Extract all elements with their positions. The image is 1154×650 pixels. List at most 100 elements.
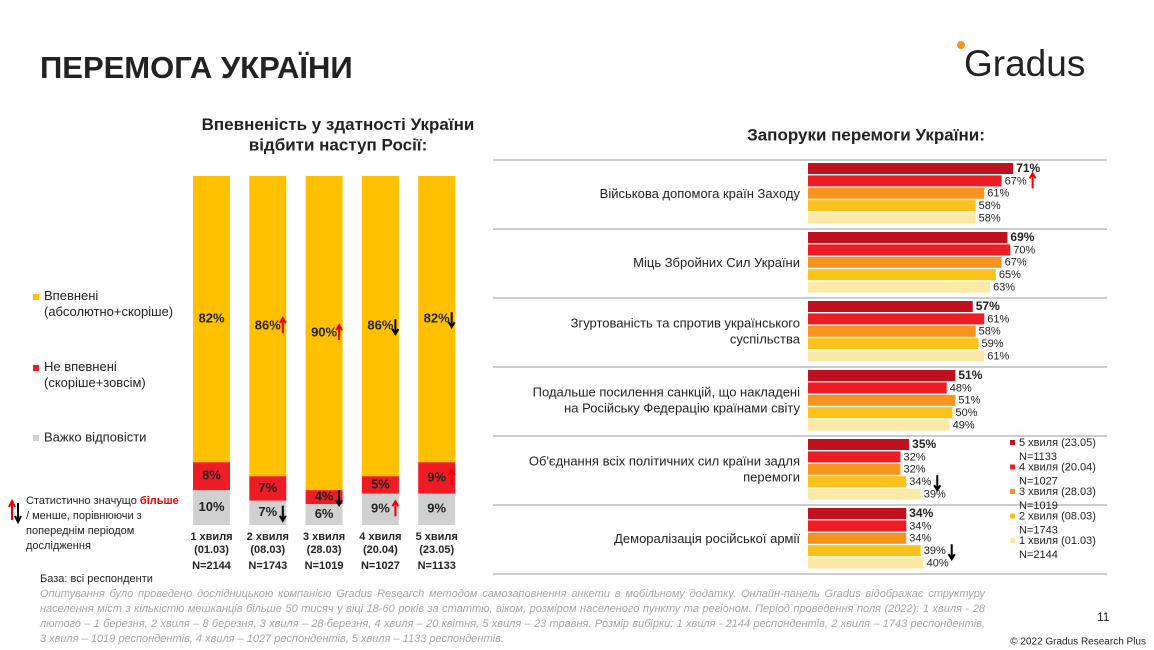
category-label: Об'єднання всіх політичних сил країни за… [529, 454, 800, 485]
legend-swatch [33, 435, 39, 441]
value-label: 61% [987, 188, 1009, 200]
legend-swatch [1010, 513, 1015, 519]
trend-arrow [335, 323, 343, 341]
x-tick-label: 3 хвиля (28.03) [303, 531, 345, 556]
bar [808, 350, 985, 362]
value-label: 58% [979, 200, 1001, 212]
legend-sample: N=1019 [1019, 500, 1058, 512]
bar-segment [361, 476, 399, 494]
bar [808, 175, 1002, 187]
note-up-arrow [8, 498, 16, 520]
legend-sample: N=1743 [1019, 524, 1058, 536]
value-label: 49% [953, 420, 975, 432]
bar-segment [305, 176, 343, 491]
value-label: 7% [258, 480, 277, 495]
bar [808, 463, 901, 475]
bar [808, 545, 921, 557]
bar [808, 269, 996, 281]
bar-segment [361, 493, 399, 525]
category-label: Військова допомога країн Заходу [600, 186, 801, 201]
value-label: 67% [1005, 257, 1027, 269]
value-label: 6% [315, 506, 334, 521]
base-note: База: всі респонденти [40, 573, 153, 585]
bar [808, 419, 950, 431]
bar-segment [418, 462, 456, 494]
bar [808, 451, 901, 463]
logo: Gradus [964, 43, 1085, 84]
bar [808, 200, 976, 212]
legend-label: 3 хвиля (28.03) [1019, 486, 1096, 498]
legend-swatch [33, 294, 39, 300]
bar-segment [418, 493, 456, 525]
bar [808, 338, 979, 350]
page-number: 11 [1097, 610, 1110, 624]
bar-segment [249, 476, 287, 501]
value-label: 61% [987, 313, 1009, 325]
bar-segment [305, 504, 343, 525]
bar [808, 407, 953, 419]
legend-label: Не впевнені (скоріше+зовсім) [44, 360, 146, 391]
value-label: 61% [987, 351, 1009, 363]
note-text: / менше, порівнюючи з попереднім періодо… [26, 510, 142, 552]
value-label: 35% [912, 437, 936, 451]
bar [808, 488, 921, 500]
legend-swatch [1010, 489, 1015, 494]
bar [808, 439, 910, 450]
value-label: 58% [979, 213, 1001, 225]
value-label: 51% [958, 368, 982, 382]
legend-label: Впевнені (абсолютно+скоріше) [44, 289, 173, 320]
trend-arrow [447, 312, 456, 330]
slide-title: ПЕРЕМОГА УКРАЇНИ [40, 50, 353, 85]
sample-size: N=1027 [361, 560, 400, 572]
trend-arrow [447, 467, 456, 485]
category-label: Міць Збройних Сил України [633, 255, 800, 270]
value-label: 65% [999, 269, 1021, 281]
value-label: 40% [927, 558, 949, 570]
trend-arrow [278, 316, 287, 334]
legend-label: 5 хвиля (23.05) [1019, 437, 1096, 449]
legend-label: Важко відповісти [44, 429, 146, 444]
bar [808, 301, 973, 312]
trend-arrow [1028, 171, 1037, 189]
sample-size: N=2144 [192, 560, 232, 572]
trend-arrow [278, 505, 287, 523]
legend-label: 4 хвиля (20.04) [1019, 461, 1096, 473]
value-label: 51% [958, 395, 980, 407]
bar [808, 370, 956, 381]
value-label: 70% [1013, 244, 1035, 256]
bar [808, 382, 947, 394]
value-label: 9% [371, 501, 390, 516]
note-down-arrow [14, 503, 22, 525]
bar [808, 313, 985, 325]
legend-swatch [1010, 538, 1015, 543]
value-label: 34% [909, 476, 931, 488]
trend-arrow [335, 490, 343, 508]
chart-title: Запоруки перемоги України: [747, 125, 985, 144]
value-label: 63% [993, 282, 1015, 294]
value-label: 7% [258, 504, 277, 519]
value-label: 59% [982, 338, 1004, 350]
value-label: 86% [367, 318, 393, 333]
value-label: 67% [1005, 175, 1027, 187]
legend-label: 2 хвиля (08.03) [1019, 510, 1096, 522]
bar-segment [193, 462, 230, 491]
x-tick-label: 4 хвиля (20.04) [359, 531, 401, 556]
trend-arrow [947, 544, 956, 562]
trend-arrow [933, 475, 942, 493]
legend-swatch [1010, 440, 1015, 445]
bar [808, 281, 991, 293]
value-label: 86% [255, 318, 281, 333]
trend-arrow [391, 319, 400, 337]
bar [808, 520, 907, 532]
chart-title: Впевненість у здатності України відбити н… [202, 115, 475, 154]
x-tick-label: 5 хвиля (23.05) [416, 531, 458, 556]
legend-sample: N=2144 [1019, 549, 1058, 561]
bar [808, 532, 907, 544]
legend-label: 1 хвиля (01.03) [1019, 535, 1096, 547]
sample-size: N=1019 [305, 560, 344, 572]
bar-segment [249, 500, 287, 525]
bar-segment [193, 176, 230, 463]
value-label: 90% [311, 324, 337, 339]
bar [808, 557, 924, 569]
methodology: Опитування було проведено дослідницькою … [40, 588, 985, 645]
